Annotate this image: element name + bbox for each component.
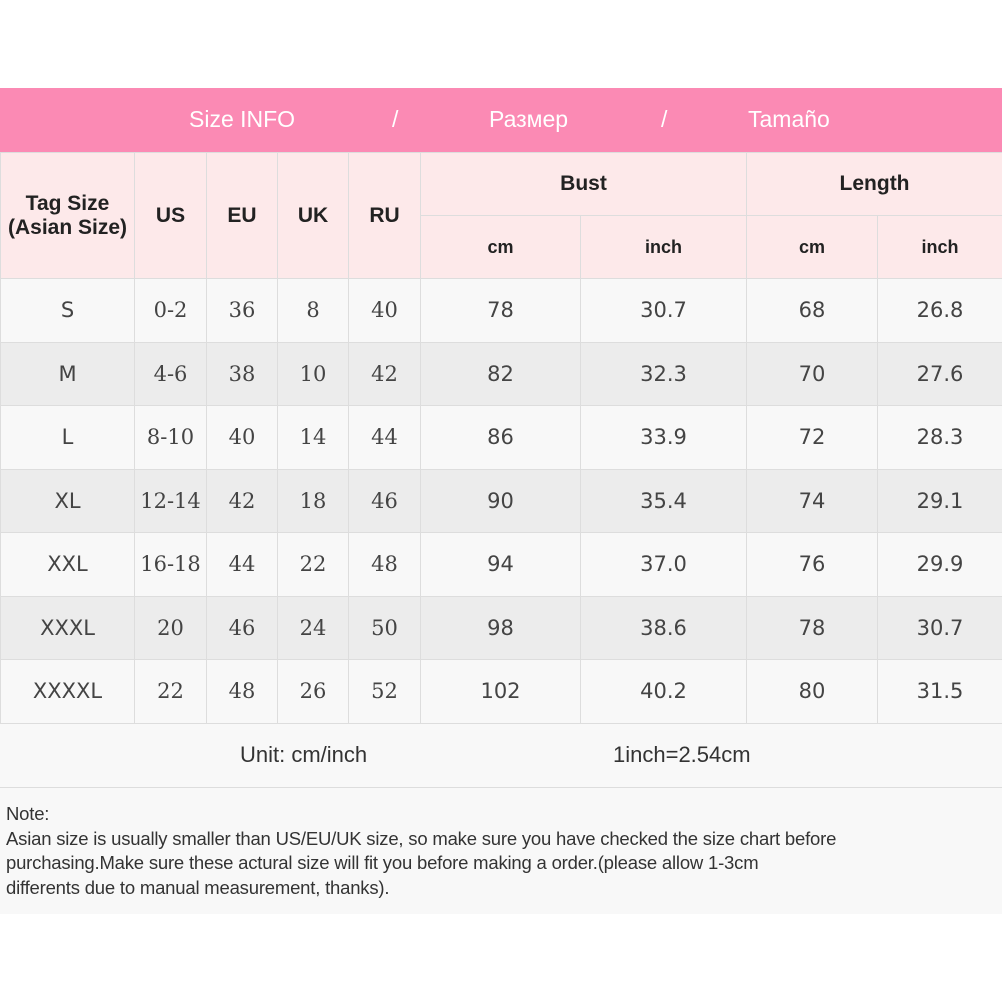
note-line: purchasing.Make sure these actural size …: [6, 852, 759, 873]
cell-uk: 26: [277, 659, 349, 724]
cell-bust-in: 38.6: [579, 595, 748, 660]
cell-us: 20: [134, 595, 207, 660]
cell-us: 4-6: [134, 341, 207, 406]
cell-bust-in: 37.0: [579, 532, 748, 597]
header-bust-cm: cm: [420, 215, 581, 279]
cell-uk: 10: [277, 341, 349, 406]
cell-len-in: 31.5: [877, 659, 1002, 724]
cell-len-cm: 76: [746, 532, 879, 597]
title-spanish: Tamaño: [748, 106, 830, 132]
unit-conversion: 1inch=2.54cm: [613, 742, 751, 767]
cell-ru: 50: [348, 595, 421, 660]
cell-len-cm: 70: [746, 341, 879, 406]
title-russian: Размер: [489, 106, 569, 132]
cell-tag: S: [0, 278, 135, 343]
cell-bust-cm: 90: [420, 468, 581, 533]
cell-tag: M: [0, 341, 135, 406]
note-line: differents due to manual measurement, th…: [6, 876, 390, 898]
header-length: Length: [746, 152, 1002, 216]
cell-uk: 24: [277, 595, 349, 660]
cell-bust-cm: 86: [420, 405, 581, 470]
cell-bust-cm: 82: [420, 341, 581, 406]
note-line: Asian size is usually smaller than US/EU…: [6, 827, 837, 849]
header-uk: UK: [277, 152, 349, 279]
cell-eu: 38: [206, 341, 278, 406]
cell-eu: 40: [206, 405, 278, 470]
header-length-inch: inch: [877, 215, 1002, 279]
note-title: Note:: [6, 803, 50, 824]
title-banner: Size INFO / Размер / Tamaño: [0, 88, 1002, 152]
header-bust: Bust: [419, 152, 748, 216]
cell-bust-in: 32.3: [579, 341, 748, 406]
cell-bust-in: 33.9: [579, 405, 748, 470]
title-separator: /: [392, 106, 399, 132]
cell-len-cm: 80: [746, 659, 879, 724]
table-row: L 8-10 40 14 44 86 33.9 72 28.3: [0, 405, 1002, 470]
title-separator: /: [661, 106, 668, 132]
header-ru: RU: [348, 152, 421, 279]
cell-bust-in: 35.4: [579, 468, 748, 533]
cell-len-cm: 72: [746, 405, 879, 470]
cell-eu: 42: [206, 468, 278, 533]
cell-tag: L: [0, 405, 135, 470]
cell-us: 16-18: [134, 532, 207, 597]
cell-tag: XXL: [0, 532, 135, 597]
cell-len-cm: 78: [746, 595, 879, 660]
table-row: XXXL 20 46 24 50 98 38.6 78 30.7: [0, 595, 1002, 660]
note: Note: Asian size is usually smaller than…: [0, 788, 1002, 914]
cell-len-cm: 74: [746, 468, 879, 533]
size-table: Tag Size (Asian Size) US EU UK RU Bust Le…: [0, 152, 1002, 724]
cell-ru: 40: [348, 278, 421, 343]
cell-tag: XXXL: [0, 595, 135, 660]
cell-bust-cm: 78: [420, 278, 581, 343]
cell-eu: 48: [206, 659, 278, 724]
cell-len-in: 30.7: [877, 595, 1002, 660]
table-row: S 0-2 36 8 40 78 30.7 68 26.8: [0, 278, 1002, 343]
title-english: Size INFO: [189, 106, 296, 132]
cell-uk: 14: [277, 405, 349, 470]
header-tag-size: Tag Size (Asian Size): [0, 152, 135, 279]
cell-bust-in: 40.2: [579, 659, 748, 724]
cell-len-in: 29.1: [877, 468, 1002, 533]
cell-bust-in: 30.7: [579, 278, 748, 343]
cell-tag: XL: [0, 468, 135, 533]
table-row: XL 12-14 42 18 46 90 35.4 74 29.1: [0, 468, 1002, 533]
cell-us: 22: [134, 659, 207, 724]
cell-us: 0-2: [134, 278, 207, 343]
unit-label: Unit: cm/inch: [240, 742, 368, 767]
cell-ru: 44: [348, 405, 421, 470]
cell-ru: 52: [348, 659, 421, 724]
table-row: XXL 16-18 44 22 48 94 37.0 76 29.9: [0, 532, 1002, 597]
table-row: M 4-6 38 10 42 82 32.3 70 27.6: [0, 341, 1002, 406]
cell-us: 8-10: [134, 405, 207, 470]
cell-uk: 18: [277, 468, 349, 533]
cell-bust-cm: 98: [420, 595, 581, 660]
header-bust-inch: inch: [579, 215, 748, 279]
cell-eu: 36: [206, 278, 278, 343]
cell-len-in: 27.6: [877, 341, 1002, 406]
cell-us: 12-14: [134, 468, 207, 533]
header-us: US: [134, 152, 207, 279]
unit-row: Unit: cm/inch 1inch=2.54cm: [0, 724, 1002, 788]
cell-len-in: 29.9: [877, 532, 1002, 597]
cell-ru: 42: [348, 341, 421, 406]
header-eu: EU: [206, 152, 278, 279]
cell-eu: 46: [206, 595, 278, 660]
cell-uk: 22: [277, 532, 349, 597]
cell-bust-cm: 102: [420, 659, 581, 724]
cell-len-in: 26.8: [877, 278, 1002, 343]
cell-tag: XXXXL: [0, 659, 135, 724]
header-length-cm: cm: [746, 215, 879, 279]
cell-len-cm: 68: [746, 278, 879, 343]
cell-ru: 46: [348, 468, 421, 533]
table-row: XXXXL 22 48 26 52 102 40.2 80 31.5: [0, 659, 1002, 724]
cell-len-in: 28.3: [877, 405, 1002, 470]
cell-ru: 48: [348, 532, 421, 597]
cell-bust-cm: 94: [420, 532, 581, 597]
cell-eu: 44: [206, 532, 278, 597]
cell-uk: 8: [277, 278, 349, 343]
